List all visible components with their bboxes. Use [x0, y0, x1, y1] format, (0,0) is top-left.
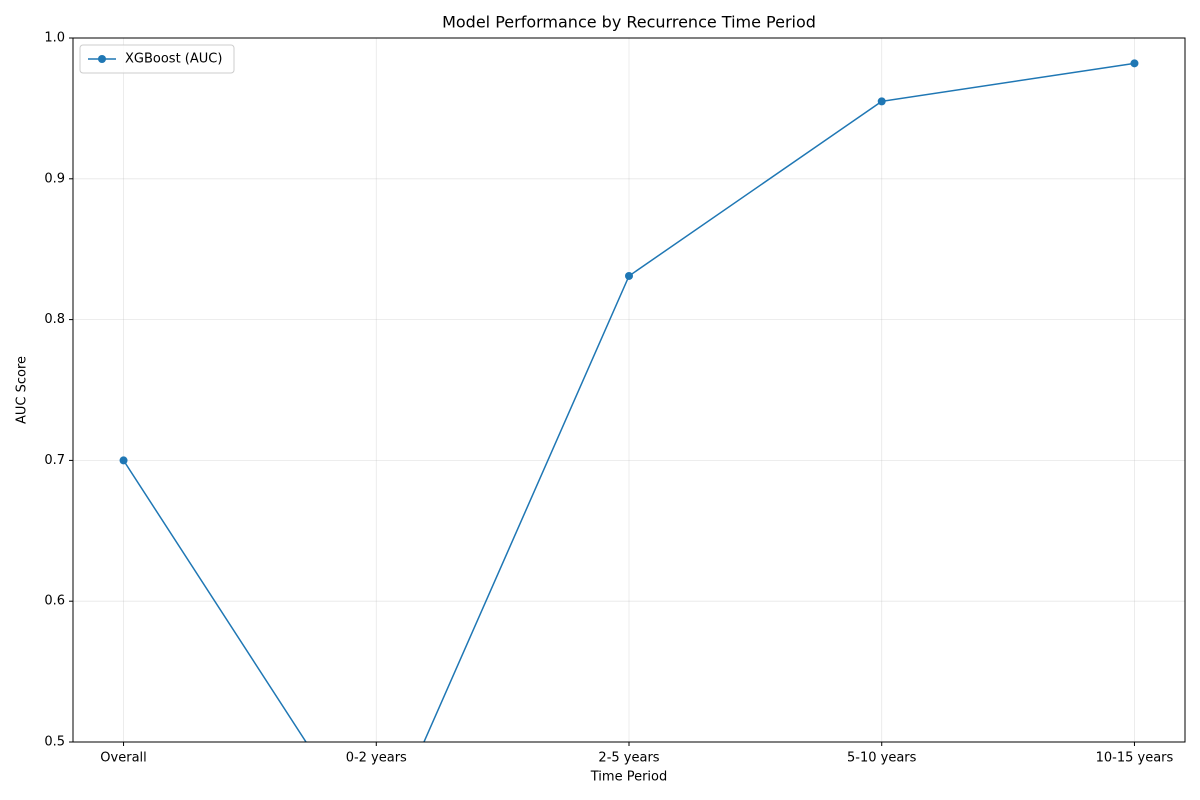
y-tick-label: 0.9	[44, 171, 65, 186]
x-tick-label: Overall	[100, 751, 146, 766]
x-axis-label: Time Period	[590, 770, 667, 785]
y-tick-label: 0.5	[44, 735, 65, 750]
ticks: 0.5 0.6 0.7 0.8 0.9 1.0 Overall 0-2 years 2-5 ye…	[44, 31, 1173, 766]
legend-box	[79, 44, 235, 74]
y-tick-label: 0.6	[44, 594, 65, 609]
plot-area	[119, 59, 1139, 742]
y-tick-label: 0.7	[44, 453, 65, 468]
marker	[1130, 59, 1139, 68]
marker	[625, 271, 633, 280]
marker	[119, 456, 128, 465]
x-tick-label: 2-5 years	[598, 751, 659, 766]
x-tick-label: 5-10 years	[847, 751, 917, 766]
y-tick-label: 0.8	[44, 312, 65, 327]
y-axis-label: AUC Score	[15, 356, 30, 424]
chart-title: Model Performance by Recurrence Time Per…	[442, 13, 816, 32]
x-tick-label: 10-15 years	[1096, 751, 1174, 766]
x-tick-label: 0-2 years	[346, 751, 407, 766]
marker	[877, 97, 886, 106]
y-tick-label: 1.0	[44, 31, 65, 46]
legend: XGBoost (AUC)	[79, 44, 235, 74]
legend-label: XGBoost (AUC)	[125, 52, 222, 67]
legend-marker	[98, 55, 106, 63]
